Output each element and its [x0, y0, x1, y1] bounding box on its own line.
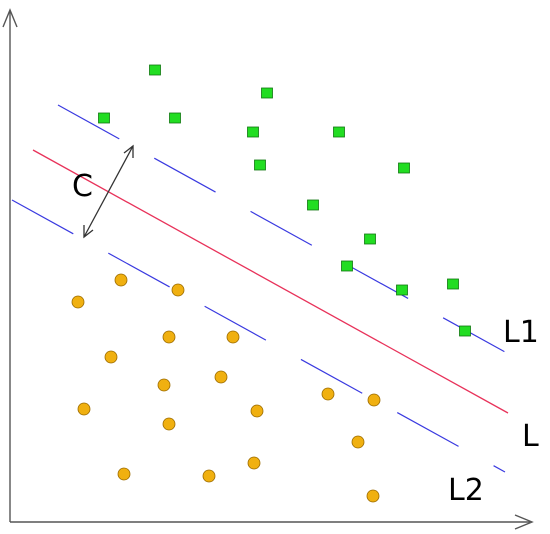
orange-circle-point: [250, 404, 264, 418]
orange-circle-point: [351, 435, 365, 449]
green-square-point: [254, 159, 266, 171]
orange-circle-point: [366, 489, 380, 503]
orange-circle-point: [104, 350, 118, 364]
x-axis-arrowhead: [514, 514, 534, 530]
green-square-point: [364, 233, 376, 245]
orange-circle-point: [247, 456, 261, 470]
orange-circle-point: [71, 295, 85, 309]
orange-circle-point: [202, 469, 216, 483]
orange-circle-point: [77, 402, 91, 416]
margin-line-L2: [11, 199, 506, 473]
y-axis-arrowhead: [2, 8, 18, 28]
class-a-points: [98, 64, 471, 337]
class-b-points: [71, 273, 381, 503]
green-square-point: [169, 112, 181, 124]
orange-circle-point: [162, 417, 176, 431]
green-square-point: [307, 199, 319, 211]
green-square-point: [333, 126, 345, 138]
green-square-point: [341, 260, 353, 272]
orange-circle-point: [157, 378, 171, 392]
orange-circle-point: [226, 330, 240, 344]
margin-label-c: C: [72, 169, 93, 204]
decision-boundary-L: [32, 149, 509, 414]
green-square-point: [396, 284, 408, 296]
orange-circle-point: [162, 330, 176, 344]
line-label-l1: L1: [503, 315, 539, 350]
green-square-point: [149, 64, 161, 76]
orange-circle-point: [117, 467, 131, 481]
margin-arrow: [83, 144, 134, 239]
line-label-l: L: [522, 419, 539, 454]
orange-circle-point: [367, 393, 381, 407]
orange-circle-point: [214, 370, 228, 384]
green-square-point: [398, 162, 410, 174]
green-square-point: [98, 112, 110, 124]
margin-line-L1: [57, 104, 506, 353]
green-square-point: [447, 278, 459, 290]
orange-circle-point: [114, 273, 128, 287]
line-label-l2: L2: [448, 473, 484, 508]
green-square-point: [459, 325, 471, 337]
orange-circle-point: [171, 283, 185, 297]
green-square-point: [247, 126, 259, 138]
axes: [2, 8, 534, 530]
green-square-point: [261, 87, 273, 99]
orange-circle-point: [321, 387, 335, 401]
